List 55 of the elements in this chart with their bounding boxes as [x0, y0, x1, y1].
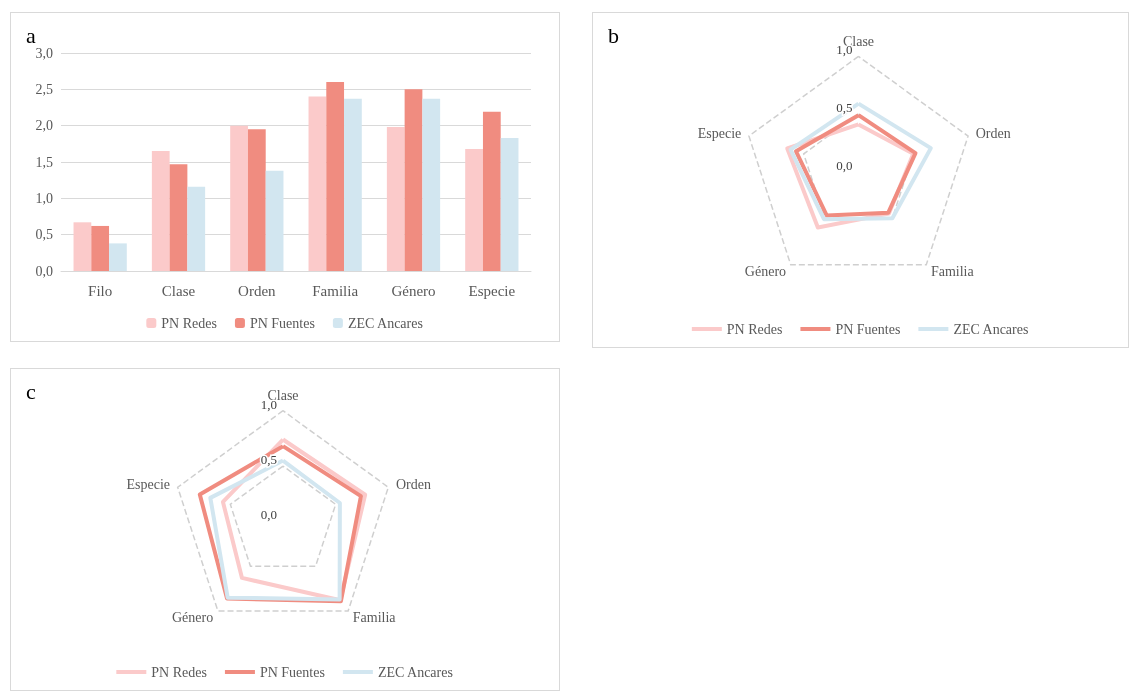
bar: [404, 89, 423, 271]
bar: [109, 243, 127, 271]
x-tick-label: Filo: [88, 282, 113, 299]
bar: [344, 98, 362, 271]
spoke-label: Especie: [697, 126, 742, 142]
y-tick-label: 3,0: [35, 45, 53, 61]
x-tick-label: Clase: [161, 282, 196, 299]
spoke-label: Orden: [975, 126, 1011, 142]
legend-label: ZEC Ancares: [953, 321, 1029, 337]
legend-label: PN Fuentes: [835, 321, 901, 337]
bar: [386, 127, 405, 271]
x-tick-label: Género: [391, 282, 436, 299]
y-tick-label: 2,5: [35, 81, 53, 97]
spoke-label: Especie: [126, 477, 171, 493]
bar: [500, 138, 519, 271]
bar: [465, 148, 483, 271]
legend-label: PN Redes: [151, 664, 207, 680]
x-tick-label: Familia: [312, 282, 359, 299]
spoke-label: Familia: [352, 610, 397, 626]
bar: [230, 125, 248, 271]
legend-label: ZEC Ancares: [377, 664, 453, 680]
chart-title: a: [26, 22, 36, 48]
chart-title: b: [608, 22, 619, 48]
spoke-label: Género: [744, 263, 787, 279]
y-tick-label: 0,5: [35, 227, 53, 243]
spoke-label: Orden: [395, 477, 431, 493]
legend-label: PN Redes: [726, 321, 783, 337]
bar: [308, 96, 327, 271]
bar: [482, 111, 501, 271]
y-tick-label: 0,0: [260, 507, 277, 523]
bar: [169, 164, 188, 271]
bar: [91, 225, 110, 271]
bar: [187, 186, 206, 271]
bar: [265, 170, 284, 271]
y-tick-label: 0,0: [836, 157, 853, 173]
spoke-label: Género: [172, 610, 214, 626]
y-tick-label: 0,5: [260, 452, 277, 468]
legend-label: ZEC Ancares: [347, 315, 423, 331]
legend-label: PN Fuentes: [249, 315, 315, 331]
bar: [326, 82, 345, 271]
x-tick-label: Orden: [238, 282, 277, 299]
chart-title: c: [26, 378, 36, 404]
bar: [422, 98, 441, 271]
bar: [73, 222, 92, 271]
bar: [151, 151, 170, 271]
y-tick-label: 0,0: [35, 263, 53, 279]
legend-label: PN Fuentes: [259, 664, 325, 680]
bar: [247, 129, 266, 271]
y-tick-label: 1,0: [35, 190, 53, 206]
y-tick-label: 0,5: [836, 100, 853, 116]
y-tick-label: 2,0: [35, 118, 53, 134]
legend-label: PN Redes: [161, 315, 217, 331]
spoke-label: Familia: [930, 263, 975, 279]
x-tick-label: Especie: [468, 282, 516, 299]
y-tick-label: 1,5: [35, 154, 53, 170]
